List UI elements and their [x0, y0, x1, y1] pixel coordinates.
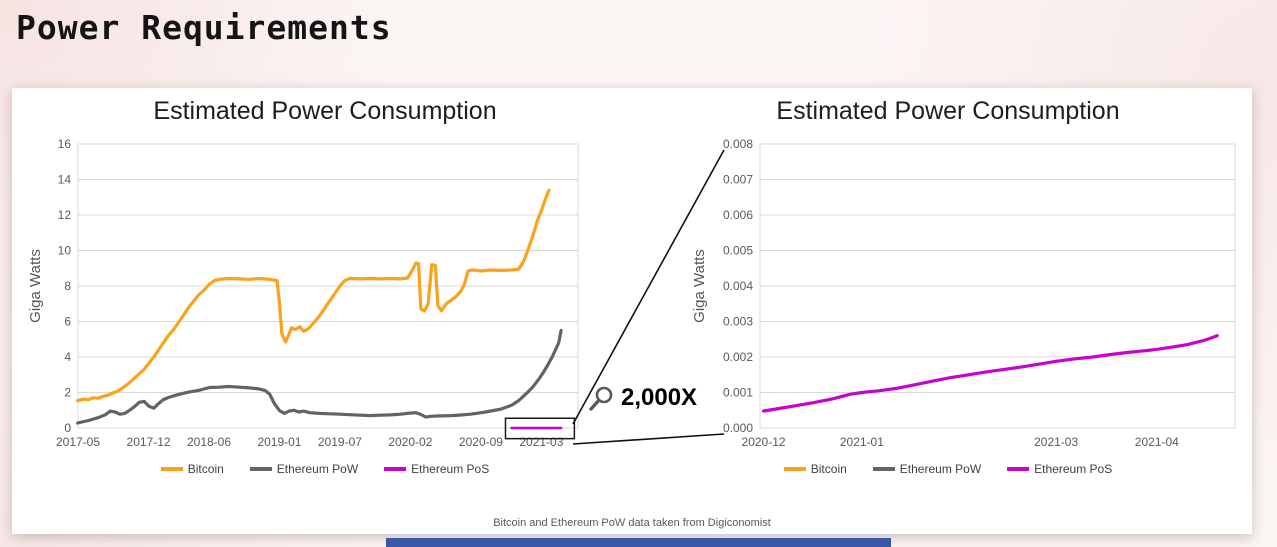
right-chart-legend: Bitcoin Ethereum PoW Ethereum PoS [648, 462, 1248, 476]
y-tick-label: 0.000 [723, 421, 753, 435]
y-tick-label: 0.008 [723, 137, 753, 151]
page-title: Power Requirements [16, 8, 392, 47]
y-tick-label: 6 [64, 315, 71, 329]
x-tick-label: 2019-07 [318, 435, 362, 449]
x-tick-label: 2020-09 [459, 435, 503, 449]
legend-item-bitcoin: Bitcoin [160, 462, 224, 476]
plot-border [759, 143, 1236, 429]
left-chart: 0 2 4 6 8 10 12 14 16 2017-05 2017-12 2018-06 2019-0… [27, 137, 579, 449]
x-tick-label: 2020-12 [742, 435, 786, 449]
y-tick-label: 0.004 [723, 279, 753, 293]
legend-label: Ethereum PoS [1034, 462, 1113, 476]
y-tick-label: 0.006 [723, 208, 753, 222]
y-tick-label: 2 [64, 386, 71, 400]
ethereum-pow-line-swatch [872, 467, 895, 471]
y-tick-label: 8 [64, 279, 71, 293]
series-line-bitcoin [75, 188, 551, 403]
y-tick-label: 0.003 [723, 315, 753, 329]
y-tick-label: 4 [64, 350, 71, 364]
right-chart-panel: Estimated Power Consumption 0.000 0.001 0.… [648, 94, 1248, 476]
data-source-note: Bitcoin and Ethereum PoW data taken from… [493, 517, 771, 529]
legend-item-ethereum-pos: Ethereum PoS [384, 462, 489, 476]
bitcoin-line-swatch [783, 467, 806, 471]
ethereum-pos-line-swatch [384, 467, 407, 471]
legend-label: Ethereum PoS [411, 462, 490, 476]
left-chart-panel: Estimated Power Consumption 0 2 4 6 8 10 12 14 1… [18, 94, 632, 476]
x-tick-label: 2021-03 [1034, 435, 1078, 449]
legend-item-ethereum-pow: Ethereum PoW [872, 462, 982, 476]
y-tick-label: 14 [58, 173, 72, 187]
series-line-ethereum-pow [75, 328, 563, 425]
series-line-ethereum-pos [761, 334, 1219, 413]
y-tick-label: 10 [58, 244, 72, 258]
bitcoin-line-swatch [160, 467, 183, 471]
x-tick-label: 2018-06 [187, 435, 231, 449]
y-axis-label: Giga Watts [691, 249, 708, 323]
x-tick-label: 2019-01 [257, 435, 301, 449]
y-axis-label: Giga Watts [27, 249, 44, 323]
zoom-factor-callout: 2,000X [588, 384, 697, 412]
zoom-factor-label: 2,000X [621, 384, 698, 411]
left-chart-title: Estimated Power Consumption [153, 97, 497, 125]
legend-label: Bitcoin [810, 462, 847, 476]
x-tick-label: 2020-02 [388, 435, 432, 449]
charts-card: Estimated Power Consumption 0 2 4 6 8 10 12 14 1… [12, 88, 1252, 534]
legend-label: Bitcoin [187, 462, 224, 476]
x-tick-label: 2021-03 [519, 435, 563, 449]
magnifier-icon [589, 386, 613, 411]
legend-item-ethereum-pow: Ethereum PoW [249, 462, 359, 476]
x-tick-label: 2017-05 [56, 435, 100, 449]
bottom-accent-bar [386, 538, 891, 547]
legend-item-ethereum-pos: Ethereum PoS [1007, 462, 1112, 476]
y-tick-label: 0.007 [723, 173, 753, 187]
ethereum-pos-line-swatch [1007, 467, 1030, 471]
left-chart-legend: Bitcoin Ethereum PoW Ethereum PoS [18, 462, 632, 476]
zoom-region-box [504, 417, 576, 440]
right-chart: 0.000 0.001 0.002 0.003 0.004 0.005 0.006 0.007… [691, 137, 1236, 449]
ethereum-pow-line-swatch [249, 467, 272, 471]
y-tick-label: 16 [58, 137, 72, 151]
legend-label: Ethereum PoW [276, 462, 359, 476]
legend-item-bitcoin: Bitcoin [783, 462, 847, 476]
right-chart-title: Estimated Power Consumption [776, 97, 1120, 125]
y-tick-label: 0.002 [723, 350, 753, 364]
y-tick-label: 12 [58, 208, 72, 222]
x-tick-label: 2021-04 [1135, 435, 1179, 449]
legend-label: Ethereum PoW [899, 462, 982, 476]
x-tick-label: 2021-01 [840, 435, 884, 449]
y-tick-label: 0.005 [723, 244, 753, 258]
x-tick-label: 2017-12 [127, 435, 171, 449]
y-tick-label: 0.001 [723, 386, 753, 400]
y-tick-label: 0 [64, 421, 71, 435]
